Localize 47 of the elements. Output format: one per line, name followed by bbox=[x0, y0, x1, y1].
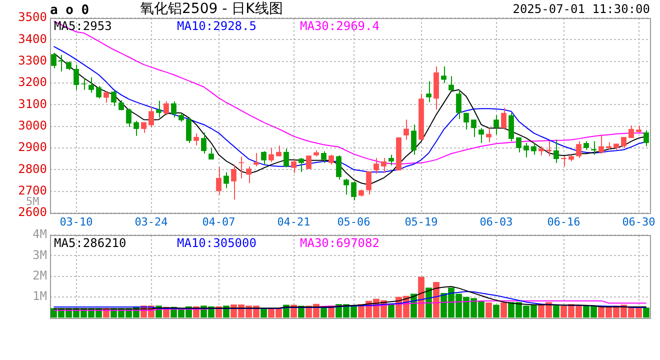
bar bbox=[426, 288, 432, 318]
text: MA10:305000 bbox=[177, 236, 256, 250]
bar bbox=[500, 302, 507, 318]
x-tick-label: 05-19 bbox=[404, 215, 438, 228]
bar bbox=[553, 306, 560, 318]
y-tick-label: 3100 bbox=[18, 96, 47, 111]
x-tick-label: 03-24 bbox=[134, 215, 168, 228]
y-tick-label: 3M bbox=[32, 248, 47, 262]
y-tick-label: 3000 bbox=[18, 118, 47, 132]
y-tick-label: 2900 bbox=[18, 140, 47, 154]
y-tick-label: 4M bbox=[32, 227, 47, 242]
x-tick-label: 06-03 bbox=[480, 215, 513, 228]
x-tick-label: 05-06 bbox=[337, 215, 370, 228]
x-tick-label: 06-30 bbox=[622, 215, 656, 228]
candlestick bbox=[591, 140, 596, 156]
chart-title: 氧化铝2509 - 日K线图 bbox=[140, 1, 283, 17]
text: MA5:286210 bbox=[54, 236, 126, 250]
bar bbox=[493, 304, 500, 318]
candlestick bbox=[546, 140, 552, 157]
bar bbox=[433, 282, 440, 318]
candlestick bbox=[426, 80, 432, 103]
x-tick-label: 03-10 bbox=[60, 215, 93, 228]
annotation: a o 0 bbox=[50, 3, 90, 18]
candlestick bbox=[81, 78, 86, 90]
y-tick-label: 2800 bbox=[18, 162, 47, 176]
bar bbox=[486, 302, 492, 318]
text: MA10:2928.5 bbox=[177, 19, 256, 34]
y-tick-label: 3200 bbox=[18, 75, 47, 90]
bar bbox=[418, 276, 424, 318]
y-tick-label: 1M bbox=[32, 289, 47, 304]
y-tick-label: 2600 bbox=[18, 205, 47, 220]
x-tick-label: 04-21 bbox=[277, 215, 310, 228]
text: MA30:697082 bbox=[300, 236, 380, 250]
x-tick-label: 04-07 bbox=[202, 215, 236, 228]
y-tick-label: 2M bbox=[32, 268, 47, 283]
bar bbox=[388, 304, 394, 318]
text: 5M bbox=[26, 195, 40, 208]
candlestick bbox=[538, 146, 544, 156]
chart-subtitle: 2025-07-01 11:30:00 bbox=[512, 2, 650, 16]
y-tick-label: 3500 bbox=[18, 10, 47, 24]
bar bbox=[643, 307, 650, 318]
y-tick-label: 3300 bbox=[18, 53, 47, 68]
x-tick-label: 06-16 bbox=[547, 215, 580, 228]
y-tick-label: 2700 bbox=[18, 183, 47, 198]
text: MA30:2969.4 bbox=[300, 19, 380, 34]
candlestick bbox=[441, 66, 446, 84]
y-tick-label: 3400 bbox=[18, 32, 47, 46]
